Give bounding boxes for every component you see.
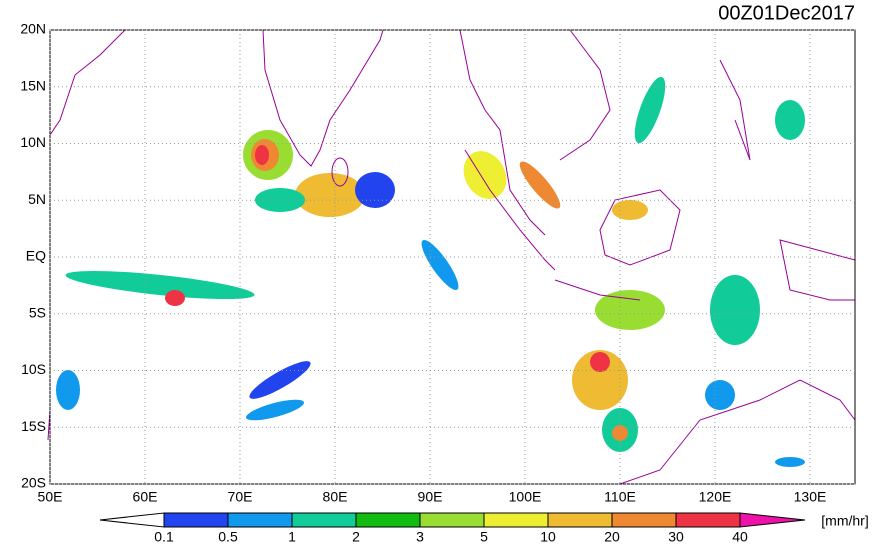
colorbar-label: 2 (352, 529, 360, 544)
map-title: 00Z01Dec2017 (718, 2, 855, 24)
lat-label: 10S (21, 361, 46, 377)
colorbar-label: 5 (480, 529, 488, 544)
lon-label: 80E (323, 489, 348, 505)
lat-label: 15S (21, 418, 46, 434)
colorbar-unit: [mm/hr] (821, 513, 868, 529)
colorbar-box (611, 512, 677, 528)
colorbar-label: 40 (732, 529, 748, 544)
colorbar-over (739, 512, 806, 528)
lon-label: 70E (228, 489, 253, 505)
colorbar-box (355, 512, 421, 528)
colorbar-label: 10 (540, 529, 556, 544)
colorbar-box (419, 512, 485, 528)
lon-label: 120E (699, 489, 732, 505)
colorbar-label: 1 (288, 529, 296, 544)
colorbar-label: 0.5 (218, 529, 238, 544)
lon-label: 50E (38, 489, 63, 505)
lon-label: 60E (133, 489, 158, 505)
colorbar-under (99, 512, 165, 528)
colorbar-label: 3 (416, 529, 424, 544)
colorbar-box (675, 512, 741, 528)
lat-label: 20S (21, 475, 46, 491)
lon-label: 100E (509, 489, 542, 505)
lat-label: 15N (20, 77, 46, 93)
colorbar-box (163, 512, 229, 528)
lat-label: 10N (20, 134, 46, 150)
lon-label: 130E (794, 489, 827, 505)
colorbar-label: 20 (604, 529, 620, 544)
precipitation-field (56, 76, 805, 467)
colorbar-box (483, 512, 549, 528)
colorbar-box (547, 512, 613, 528)
colorbar-box (227, 512, 293, 528)
colorbar-label: 30 (668, 529, 684, 544)
coastlines (47, 29, 856, 485)
lon-label: 90E (418, 489, 443, 505)
lon-label: 110E (604, 489, 636, 505)
colorbar-box (291, 512, 357, 528)
lat-label: 20N (20, 21, 46, 37)
lat-label: EQ (26, 248, 46, 264)
colorbar-label: 0.1 (154, 529, 174, 544)
lat-label: 5N (28, 191, 46, 207)
lat-label: 5S (29, 304, 46, 320)
